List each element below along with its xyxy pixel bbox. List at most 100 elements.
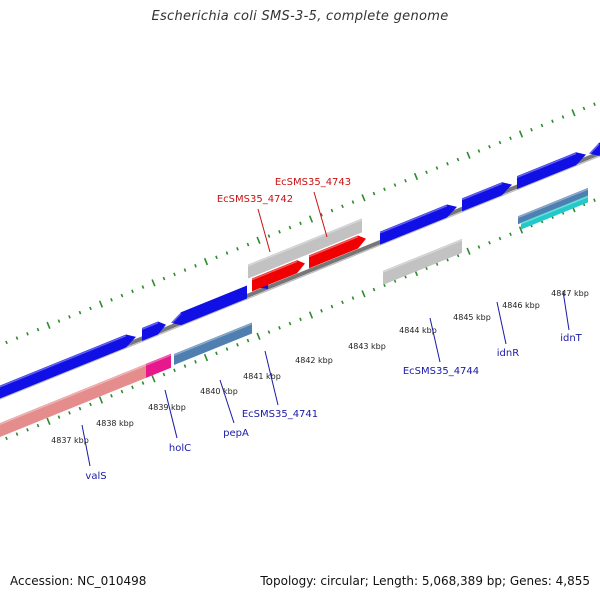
label-EcSMS35_4741-leader — [264, 350, 279, 406]
inner-tick — [320, 309, 323, 313]
inner-tick — [173, 368, 176, 373]
inner-tick — [5, 436, 8, 441]
gene-valS-arrow — [0, 334, 136, 399]
gene-EcSMS35_4742-arrow-shine — [251, 260, 298, 281]
outer-tick — [561, 115, 565, 119]
outer-tick — [68, 315, 71, 319]
rna-valS-box-shine — [0, 364, 147, 426]
gene-label-idnT: idnT — [560, 333, 582, 344]
scale-tick-label: 4840 kbp — [200, 387, 238, 396]
outer-tick — [372, 191, 376, 196]
gene-idnR-arrow-shine — [461, 182, 503, 201]
inner-tick — [299, 317, 302, 322]
outer-tick — [246, 242, 250, 247]
inner-tick — [466, 247, 471, 255]
outer-tick — [57, 319, 61, 323]
inner-tick — [518, 226, 524, 234]
outer-tick — [215, 255, 218, 260]
inner-tick — [477, 245, 481, 249]
scale-tick-label: 4844 kbp — [399, 326, 437, 335]
gene-label-idnR: idnR — [497, 348, 519, 359]
inner-tick — [341, 300, 344, 305]
scale-tick-label: 4846 kbp — [502, 301, 540, 310]
inner-tick — [236, 343, 239, 347]
gene-holC-arrow — [142, 321, 166, 341]
inner-tick — [203, 353, 209, 362]
inner-tick — [68, 411, 71, 415]
inner-tick — [509, 232, 512, 237]
outer-tick — [299, 221, 302, 226]
outer-tick — [225, 251, 229, 255]
inner-tick — [593, 198, 596, 203]
outer-tick — [351, 200, 355, 204]
outer-tick — [120, 293, 124, 298]
gene-edge-arrow-shine — [588, 143, 600, 156]
label-idnR-leader — [496, 301, 507, 345]
gene-pepA-box — [174, 322, 252, 366]
outer-tick — [141, 285, 145, 289]
outer-tick — [267, 234, 271, 238]
gene-EcSMS35_4743-arrow-shine — [308, 236, 359, 258]
outer-tick — [15, 336, 19, 340]
gene-label-holC: holC — [169, 443, 191, 454]
outer-tick — [530, 127, 533, 132]
label-leader-lines — [81, 191, 570, 467]
inner-tick — [151, 375, 156, 383]
gene-holC-arrow-shine — [141, 322, 159, 330]
inner-tick — [488, 240, 491, 245]
gene-label-EcSMS35_4742: EcSMS35_4742 — [217, 194, 293, 205]
outer-tick — [466, 151, 471, 159]
outer-tick — [593, 102, 596, 107]
outer-tick — [551, 119, 554, 124]
inner-tick — [308, 311, 314, 319]
inner-tick — [98, 396, 104, 404]
outer-tick — [98, 300, 104, 308]
label-valS-leader — [81, 424, 91, 467]
outer-tick — [425, 170, 428, 175]
scale-tick-labels: 4837 kbp 4838 kbp 4839 kbp 4840 kbp 4841 kbp… — [51, 289, 589, 445]
outer-tick — [571, 109, 576, 117]
outer-tick — [404, 178, 407, 183]
outer-tick — [36, 327, 40, 332]
scale-tick-label: 4845 kbp — [453, 313, 491, 322]
outer-tick — [256, 236, 261, 244]
gene-EcSMS35_4743-arrow — [309, 235, 366, 269]
inner-tick — [141, 381, 145, 385]
gene-label-EcSMS35_4744: EcSMS35_4744 — [403, 366, 479, 377]
gene-label-EcSMS35_4741: EcSMS35_4741 — [242, 409, 318, 420]
outer-tick — [518, 130, 524, 138]
outer-tick — [26, 332, 29, 336]
gene-features — [0, 142, 600, 437]
inner-tick — [256, 332, 261, 340]
gene-label-pepA: pepA — [223, 428, 249, 439]
scale-tick-label: 4847 kbp — [551, 289, 589, 298]
gene-idnT-box — [518, 187, 588, 225]
gene-idnT-cyan-shine — [520, 195, 589, 225]
inner-tick — [215, 351, 218, 356]
gene-EcSMS35_4742-arrow — [252, 260, 305, 292]
gene-valS-arrow-shine — [0, 334, 127, 388]
outer-tick — [582, 106, 586, 111]
outer-tick — [183, 268, 187, 272]
outer-tick — [278, 230, 281, 234]
label-EcSMS35_4744-leader — [429, 317, 441, 363]
label-pepA-leader — [219, 379, 235, 424]
inner-tick — [57, 415, 61, 419]
gene-idnT-cyan — [521, 195, 588, 230]
gene-EcSMS35_4742-pseudo-shine — [247, 218, 363, 267]
inner-tick — [110, 394, 113, 398]
outer-tick — [151, 279, 156, 287]
outer-tick — [288, 225, 292, 230]
accession-label: Accession: NC_010498 — [10, 574, 147, 588]
outer-tick — [131, 289, 134, 294]
inner-tick — [246, 338, 250, 343]
label-holC-leader — [164, 389, 178, 439]
label-EcSMS35_4743-leader — [313, 191, 328, 238]
inner-tick — [26, 428, 29, 432]
outer-tick — [498, 140, 502, 145]
gene-label-valS: valS — [85, 471, 106, 482]
scale-tick-label: 4842 kbp — [295, 356, 333, 365]
outer-tick — [413, 172, 419, 181]
genome-stats: Topology: circular; Length: 5,068,389 bp… — [260, 574, 590, 588]
outer-tick — [456, 157, 460, 162]
